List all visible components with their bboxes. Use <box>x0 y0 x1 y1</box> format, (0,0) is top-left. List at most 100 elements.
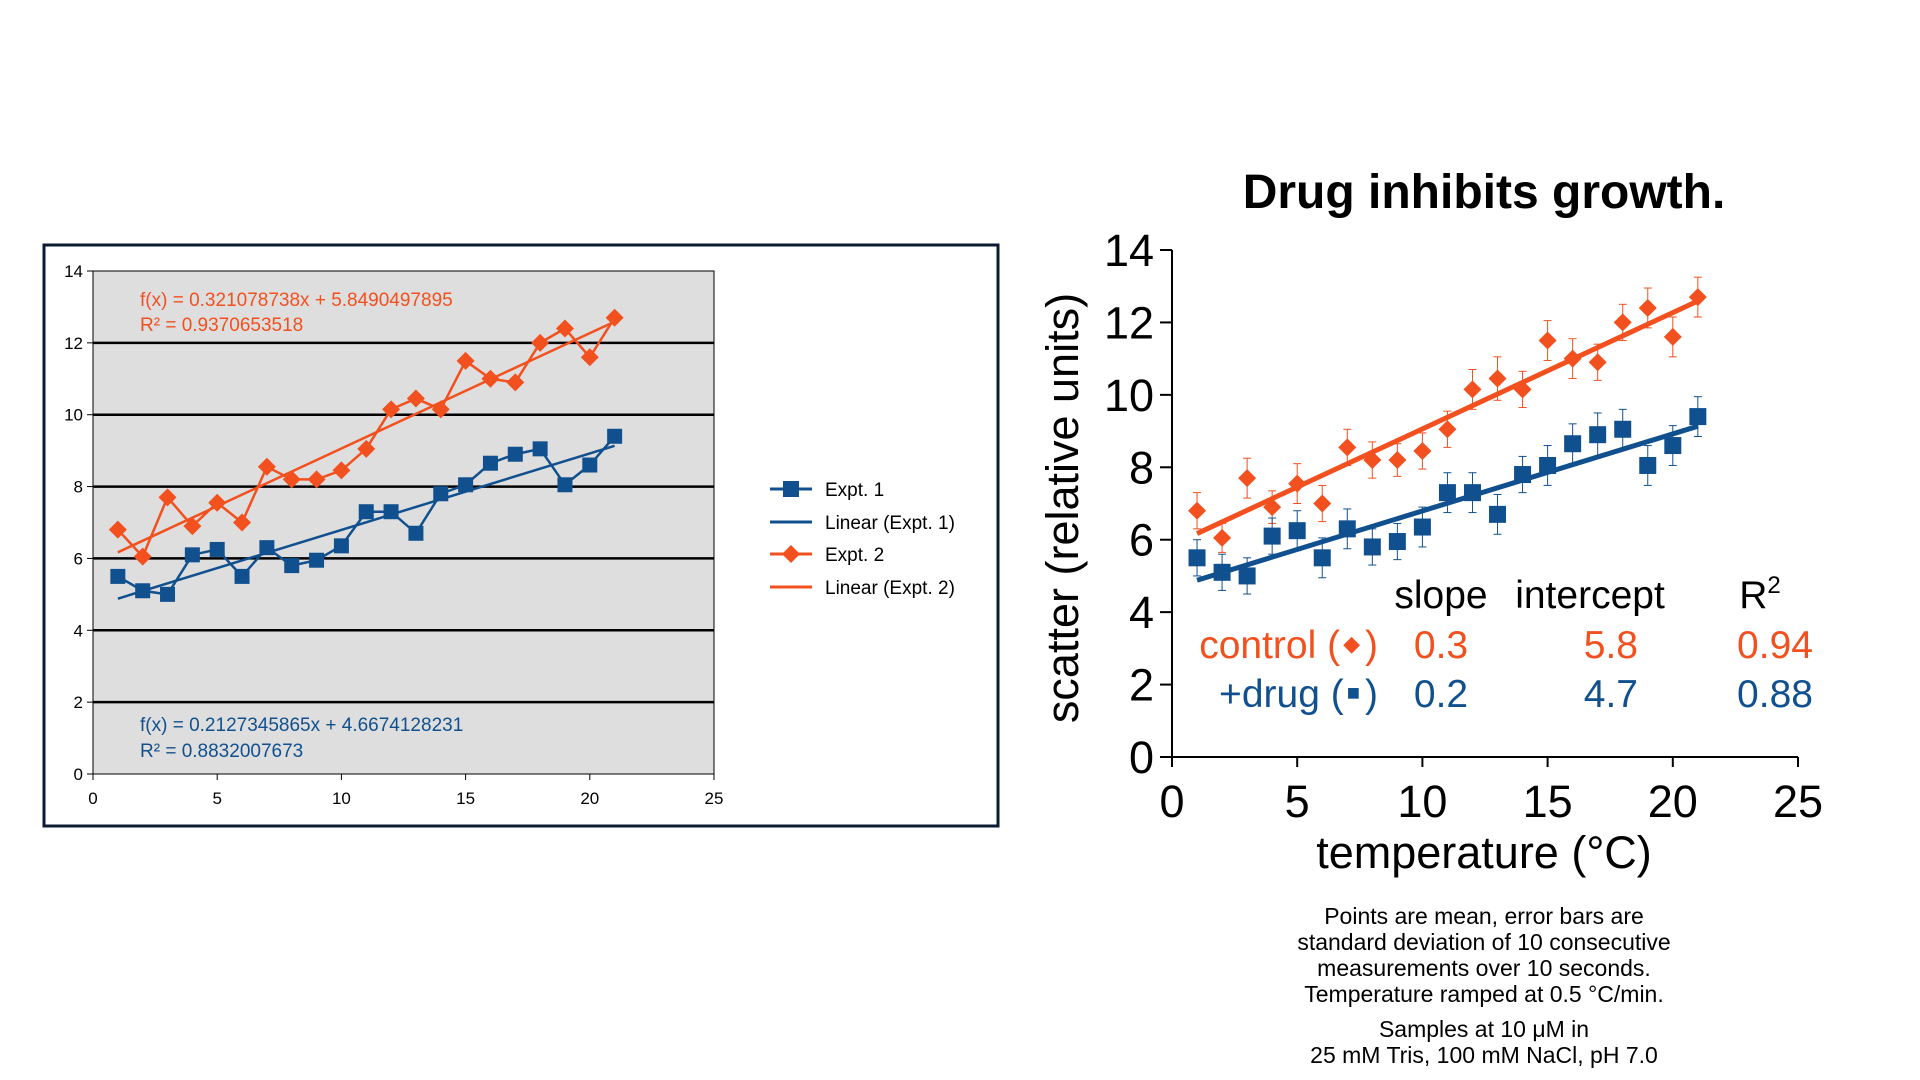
legend-item-expt2: Expt. 2 <box>770 545 884 566</box>
data-point-control <box>1488 369 1507 388</box>
data-point-drug <box>1188 549 1206 567</box>
data-point-expt2 <box>133 547 152 566</box>
caption-line: Samples at 10 μM in <box>1379 1016 1589 1042</box>
legend-item-linear-expt1: Linear (Expt. 1) <box>770 513 955 534</box>
row-label: control (◆) <box>1199 624 1378 667</box>
data-point-expt1 <box>209 541 225 557</box>
data-point-expt1 <box>458 477 474 493</box>
x-tick-label: 20 <box>1648 776 1698 827</box>
diamond-icon: ◆ <box>1343 631 1360 656</box>
y-tick-label: 0 <box>74 765 83 784</box>
data-series <box>1188 276 1707 595</box>
x-tick-label: 10 <box>332 789 351 808</box>
x-tick-label: 20 <box>580 789 599 808</box>
data-point-expt1 <box>408 525 424 541</box>
data-point-expt2 <box>555 319 574 338</box>
y-tick-label: 6 <box>1129 515 1154 566</box>
slope-value: 0.2 <box>1414 673 1468 716</box>
data-point-drug <box>1614 420 1632 438</box>
data-point-drug <box>1388 533 1406 551</box>
data-point-control <box>1563 349 1582 368</box>
data-point-expt1 <box>532 441 548 457</box>
data-point-expt1 <box>557 477 573 493</box>
data-point-control <box>1688 288 1707 307</box>
data-point-expt1 <box>234 568 250 584</box>
x-tick-label: 10 <box>1397 776 1447 827</box>
data-series <box>108 308 624 602</box>
data-point-expt2 <box>108 520 127 539</box>
x-axis-label: temperature (°C) <box>1316 827 1652 878</box>
data-point-expt1 <box>333 538 349 554</box>
data-point-control <box>1263 498 1282 517</box>
data-point-control <box>1613 313 1632 332</box>
data-point-expt2 <box>307 470 326 489</box>
table-header-intercept: intercept <box>1515 574 1665 617</box>
x-tick-label: 5 <box>1285 776 1310 827</box>
data-point-expt1 <box>160 586 176 602</box>
data-point-expt1 <box>358 504 374 520</box>
data-point-expt1 <box>507 446 523 462</box>
data-point-expt1 <box>482 455 498 471</box>
y-tick-label: 6 <box>74 549 83 568</box>
data-point-expt2 <box>456 351 475 370</box>
data-point-drug <box>1438 484 1456 502</box>
intercept-value: 4.7 <box>1584 673 1638 716</box>
data-point-drug <box>1213 563 1231 581</box>
data-point-expt1 <box>433 486 449 502</box>
data-point-expt1 <box>607 428 623 444</box>
y-tick-label: 4 <box>1129 587 1154 638</box>
data-point-expt2 <box>605 308 624 327</box>
x-tick-label: 5 <box>212 789 221 808</box>
diamond-marker-icon <box>782 545 800 563</box>
slope-value: 0.3 <box>1414 624 1468 667</box>
data-point-expt2 <box>332 461 351 480</box>
square-marker-icon <box>783 481 799 497</box>
data-point-control <box>1413 441 1432 460</box>
trendline-expt2 <box>117 320 616 554</box>
x-tick-label: 15 <box>456 789 475 808</box>
data-point-expt1 <box>110 568 126 584</box>
legend-label: Expt. 1 <box>825 480 884 501</box>
x-tick-label: 0 <box>1159 776 1184 827</box>
y-tick-label: 10 <box>64 406 83 425</box>
legend-item-expt1: Expt. 1 <box>770 480 884 501</box>
table-header-r-squared: R2 <box>1739 572 1781 617</box>
data-point-expt2 <box>506 373 525 392</box>
data-point-expt2 <box>158 488 177 507</box>
data-point-expt1 <box>135 583 151 599</box>
data-point-control <box>1188 501 1207 520</box>
data-point-expt2 <box>580 348 599 367</box>
data-point-control <box>1338 438 1357 457</box>
x-tick-label: 15 <box>1523 776 1573 827</box>
data-point-drug <box>1338 520 1356 538</box>
data-point-drug <box>1664 437 1682 455</box>
data-point-expt2 <box>531 333 550 352</box>
caption-line: standard deviation of 10 consecutive <box>1297 929 1670 955</box>
x-tick-label: 25 <box>1773 776 1823 827</box>
y-tick-labels: 0 2 4 6 8 10 12 14 <box>64 262 83 784</box>
y-tick-label: 12 <box>64 334 83 353</box>
chart-title: Drug inhibits growth. <box>1243 166 1726 219</box>
y-tick-label: 0 <box>1129 732 1154 783</box>
r-squared-value: 0.94 <box>1737 624 1813 667</box>
legend-label: Expt. 2 <box>825 545 884 566</box>
data-point-control <box>1663 327 1682 346</box>
expt1-r-squared: R² = 0.8832007673 <box>140 741 303 762</box>
y-tick-label: 14 <box>64 262 83 281</box>
table-header-slope: slope <box>1394 574 1487 617</box>
x-tick-labels: 0 5 10 15 20 25 <box>1159 776 1823 827</box>
data-point-expt1 <box>582 457 598 473</box>
trendline-expt1 <box>117 444 616 600</box>
data-point-expt2 <box>406 389 425 408</box>
y-tick-label: 12 <box>1104 297 1154 348</box>
legend: Expt. 1 Linear (Expt. 1) Expt. 2 Linear … <box>770 480 955 599</box>
expt1-equation: f(x) = 0.2127345865x + 4.6674128231 <box>140 715 463 736</box>
data-point-expt1 <box>383 504 399 520</box>
y-tick-label: 2 <box>1129 660 1154 711</box>
data-point-drug <box>1263 527 1281 545</box>
y-tick-label: 2 <box>74 693 83 712</box>
data-point-expt2 <box>282 470 301 489</box>
legend-label: Linear (Expt. 1) <box>825 513 955 534</box>
y-tick-label: 4 <box>74 621 83 640</box>
data-point-expt1 <box>284 558 300 574</box>
